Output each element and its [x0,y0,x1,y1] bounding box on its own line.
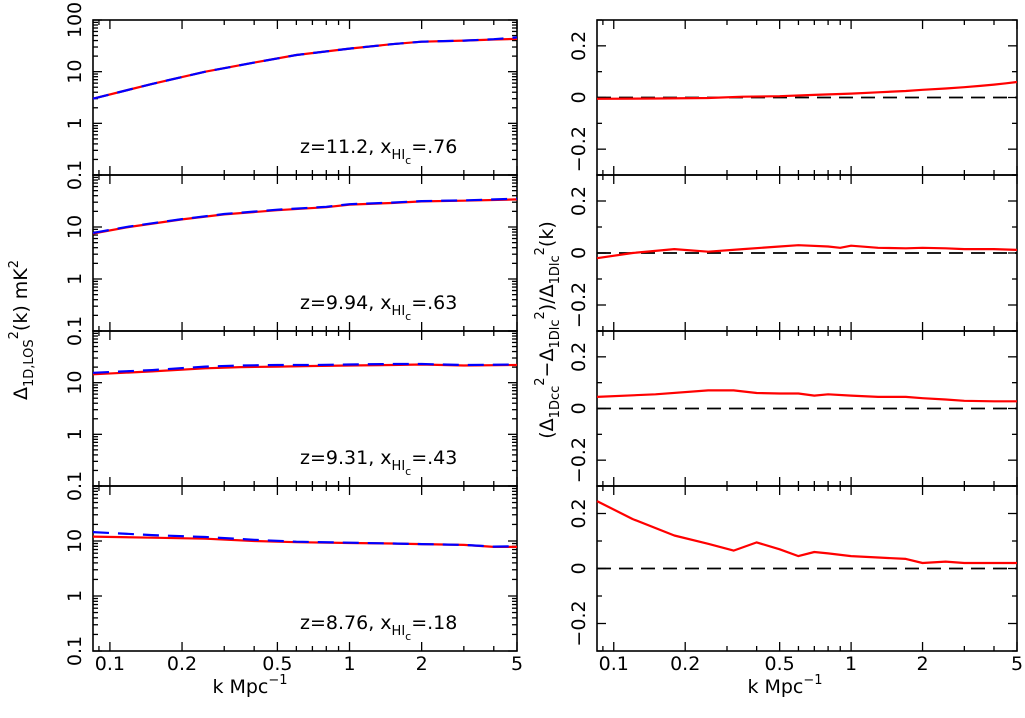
panel-left-1: 0.1 1 10 100 z=11.2, xHIc=.76 [64,2,518,190]
y-tick-label: −0.2 [568,126,590,172]
panel-left-3: 0.1 1 10 z=9.31, xHIc=.43 [64,330,518,501]
y-tick-label: 1 [64,117,86,129]
series-line-red-solid [596,500,1017,565]
panel-annotation: z=8.76, xHIc=.18 [300,612,457,643]
x-tick-label: 5 [1011,653,1023,675]
x-tick-label: 1 [343,653,355,675]
x-tick-label: 5 [511,653,523,675]
panel-frame [92,485,518,652]
panel-annotation: z=11.2, xHIc=.76 [300,136,457,167]
y-tick-label: 10 [64,529,86,553]
series-line-blue-dashed [92,531,518,548]
panel-annotation: z=9.31, xHIc=.43 [300,447,457,478]
x-tick-label: 0.1 [599,653,629,675]
y-tick-label: 100 [64,2,86,38]
x-tick-label: 2 [917,653,929,675]
x-tick-label: 1 [845,653,857,675]
y-tick-label: 1 [64,273,86,285]
y-tick-label: 10 [64,371,86,395]
panel-left-2: 0.1 1 10 z=9.94, xHIc=.63 [64,174,518,346]
panel-right-1: −0.2 0 0.2 [568,19,1018,176]
y-tick-label: 0.2 [568,342,590,372]
y-tick-label: 1 [64,590,86,602]
y-tick-label: 0.2 [568,186,590,216]
y-axis-title-left: Δ1D,LOS2(k) mK2 [7,260,37,400]
y-axis-title-right: (Δ1Dcc2−Δ1Dlc2)/Δ1Dlc2(k) [533,221,563,439]
y-tick-label: 0.1 [64,636,86,666]
series-line-blue-dashed [92,197,518,234]
series-line-red-solid [596,244,1018,260]
panel-right-4: 0.1 0.2 0.5 1 2 5 −0.2 0 0.2 [568,485,1023,675]
panel-right-2: −0.2 0 0.2 [568,174,1018,332]
series-line-red-solid [92,363,518,376]
y-tick-label: −0.2 [568,600,590,646]
x-tick-label: 0.5 [765,653,795,675]
x-tick-label: 0.1 [95,653,125,675]
series-line-red-solid [596,389,1017,403]
y-tick-label: −0.2 [568,437,590,483]
y-tick-label: 0.2 [568,498,590,528]
series-line-blue-dashed [92,36,518,100]
x-tick-label: 0.2 [167,653,197,675]
y-tick-label: 0 [568,562,590,574]
x-axis-title-left: k Mpc−1 [212,673,287,698]
y-tick-label: 1 [64,428,86,440]
series-line-red-solid [92,37,518,100]
y-tick-label: 0 [568,247,590,259]
y-tick-label: 10 [64,60,86,84]
y-tick-label: 0.1 [64,471,86,501]
series-line-red-solid [92,198,518,235]
y-tick-label: 0.2 [568,31,590,61]
panel-annotation: z=9.94, xHIc=.63 [300,292,457,323]
x-axis-title-right: k Mpc−1 [747,673,822,698]
y-tick-label: 0 [568,91,590,103]
y-tick-label: 10 [64,215,86,239]
y-tick-label: 0 [568,402,590,414]
panel-left-4: 0.1 0.2 0.5 1 2 5 0.1 1 10 z=8.76, xHIc=.18 [64,485,523,675]
x-tick-label: 0.5 [262,653,292,675]
y-tick-label: 0.1 [64,316,86,346]
series-line-red-solid [596,80,1018,100]
x-tick-label: 0.2 [670,653,700,675]
panel-right-3: −0.2 0 0.2 [568,330,1018,487]
y-tick-label: 0.1 [64,160,86,190]
x-tick-label: 2 [416,653,428,675]
y-tick-label: −0.2 [568,282,590,328]
